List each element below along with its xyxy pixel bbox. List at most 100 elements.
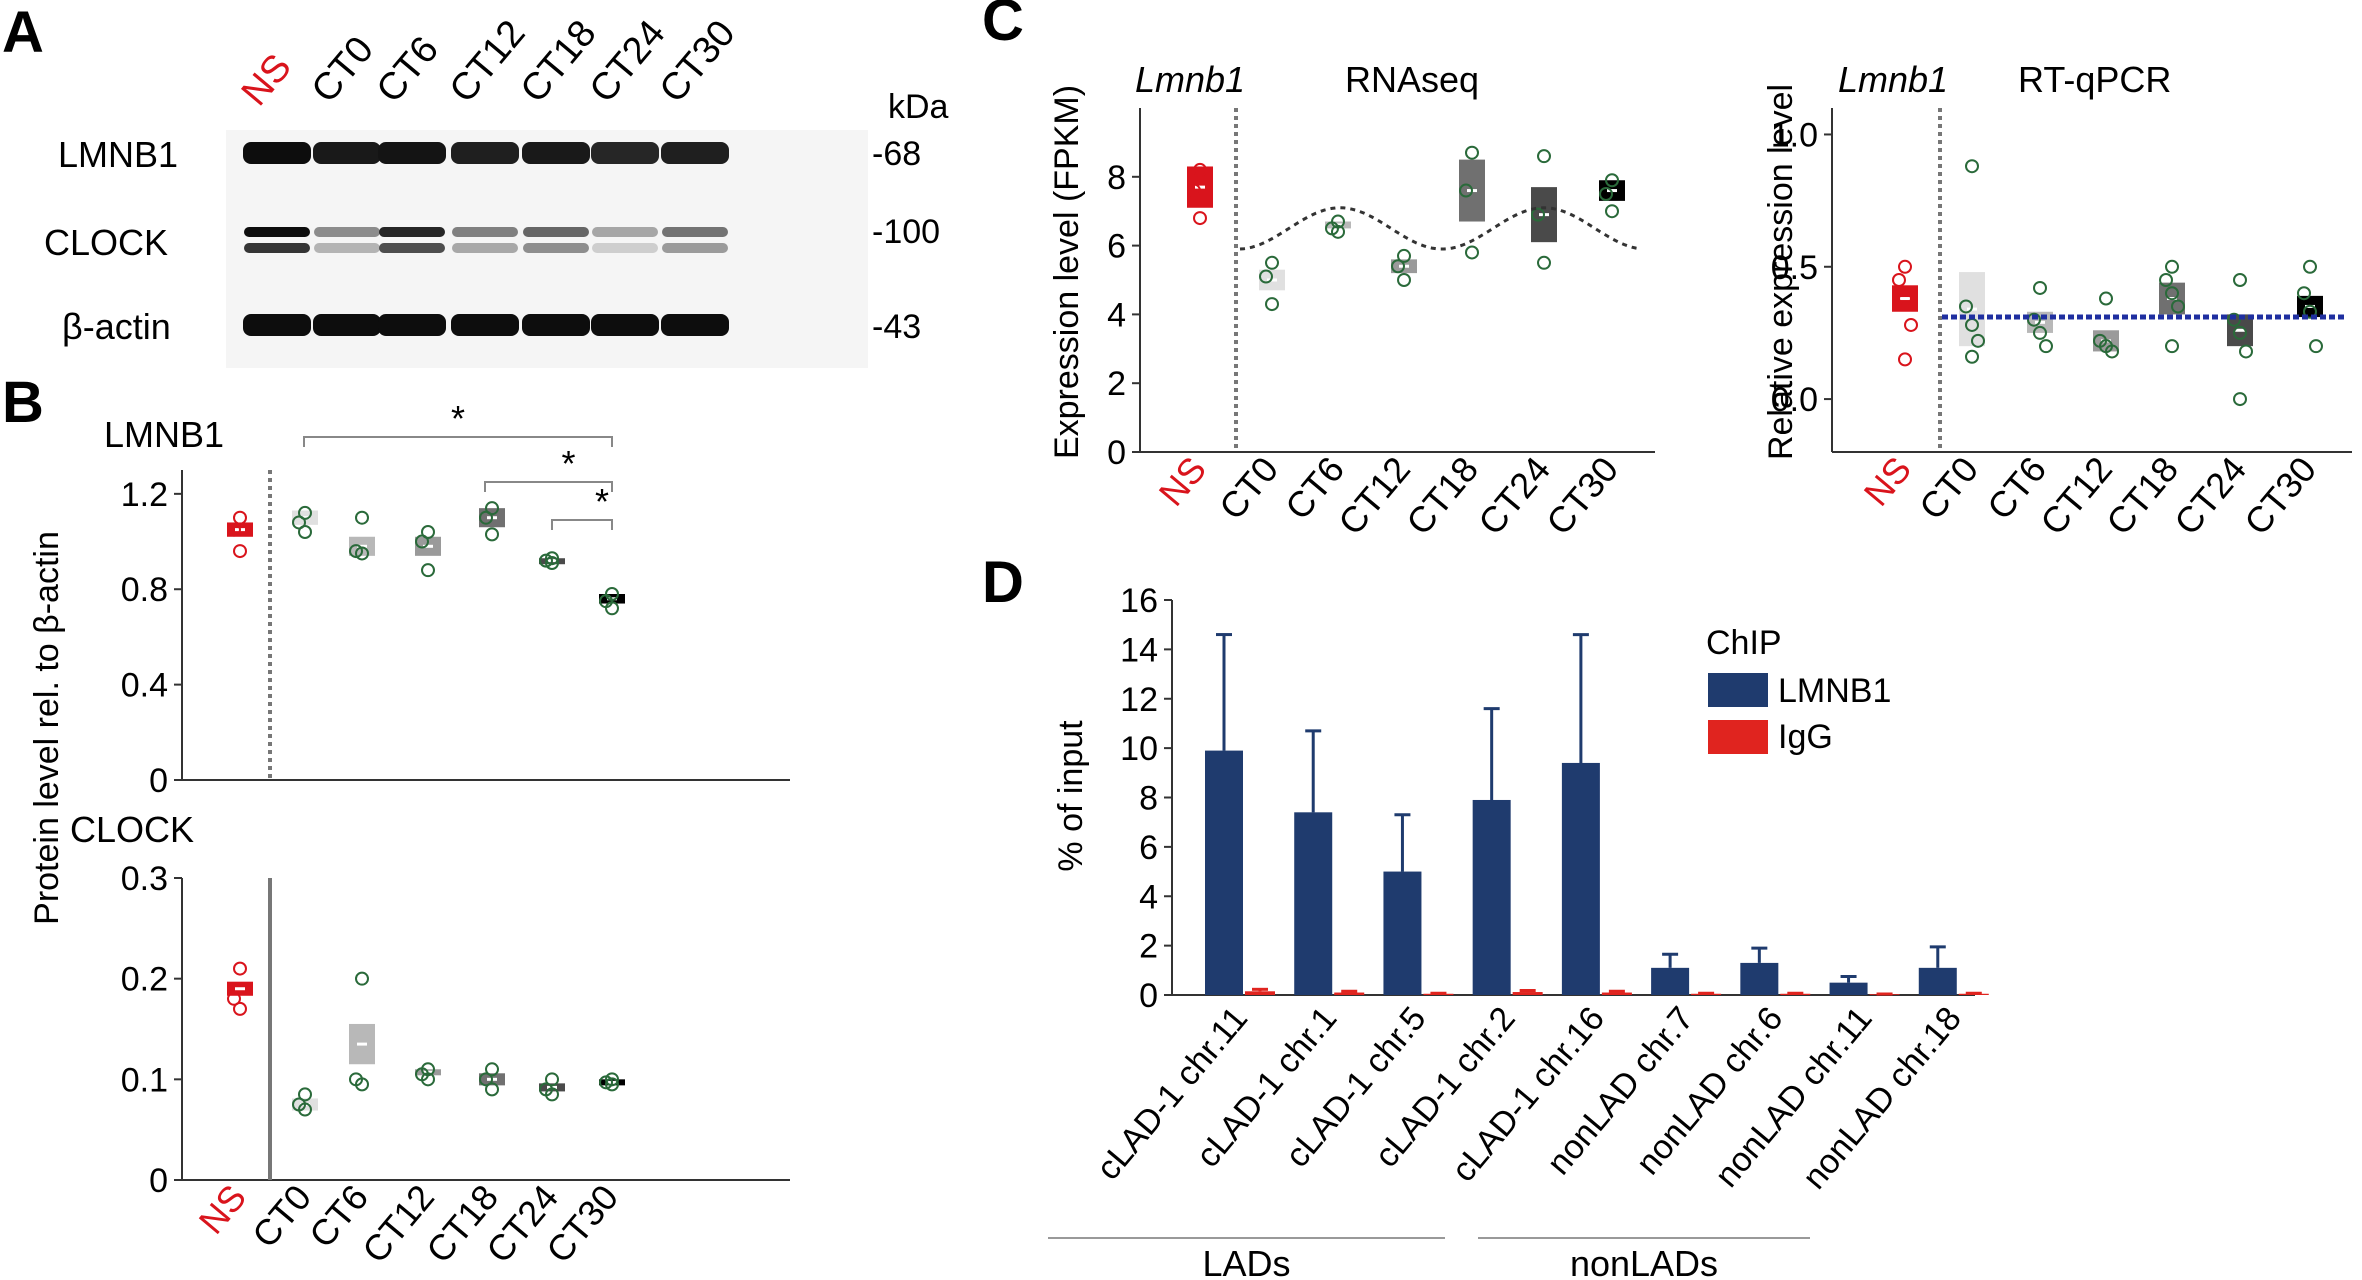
chip-bar-lmnb1-clad-1-chr-1	[1294, 812, 1333, 995]
lane-label-ct0: CT0	[304, 29, 382, 111]
significance-bracket-1	[484, 481, 613, 492]
band-actin-ct0	[313, 314, 381, 336]
chip-bar-lmnb1-clad-1-chr-16	[1561, 762, 1600, 995]
b-bottom-point-ct6-2	[355, 1077, 369, 1092]
c-right-point-ct24-2	[2233, 325, 2247, 340]
c-left-ytick-label-0: 0	[1107, 434, 1126, 472]
chip-bar-igg-clad-1-chr-11	[1245, 991, 1275, 995]
c-right-x-label-ns: NS	[1856, 449, 1920, 514]
chip-bar-lmnb1-clad-1-chr-11	[1205, 750, 1243, 995]
chip-ytick-label-8: 8	[1139, 780, 1158, 818]
band-lmnb1-ns	[243, 142, 311, 164]
b-top-ytick-label-0: 0	[149, 762, 168, 800]
c-left-ytick-label-8: 8	[1107, 159, 1126, 197]
c-right-point-ct12-3	[2105, 344, 2119, 359]
chip-bar-lmnb1-nonlad-chr-6	[1740, 962, 1779, 995]
band-lmnb1-ct30	[661, 142, 729, 164]
c-right-ytick-label-0-0: 0.0	[1771, 381, 1818, 419]
c-left-point-ct30-2	[1605, 204, 1619, 219]
c-right-point-ct0-0	[1965, 159, 1979, 174]
b-top-point-ct24-2	[545, 556, 559, 570]
c-right-x-label-ct12: CT12	[2032, 449, 2120, 543]
c-right-point-ns-4	[1898, 352, 1912, 367]
chip-ytick-label-0: 0	[1139, 977, 1158, 1015]
c-left-point-ns-1	[1187, 183, 1201, 198]
b-top-point-ct12-2	[421, 563, 435, 578]
c-left-point-ct0-1	[1259, 269, 1273, 284]
lmnb1-protein-chart: LMNB1 00.40.81.2NSCT0CT6CT12CT18CT24CT30…	[104, 398, 790, 837]
c-right-point-ct18-3	[2171, 299, 2185, 314]
lane-label-ct24: CT24	[582, 13, 674, 111]
b-top-point-ct24-1	[539, 553, 553, 568]
rnaseq-gene-label: Lmnb1	[1135, 59, 1245, 100]
c-right-point-ct30-0	[2303, 259, 2317, 274]
b-top-point-ns-1	[227, 522, 241, 537]
b-top-point-ct6-1	[349, 544, 363, 559]
legend-swatch-lmnb1	[1708, 673, 1768, 707]
b-bottom-ytick-label-0-1: 0.1	[121, 1061, 168, 1099]
lane-label-ct12: CT12	[442, 13, 534, 111]
b-bottom-point-ct30-1	[599, 1075, 613, 1090]
chip-ytick-label-10: 10	[1120, 730, 1158, 768]
band-clock-upper-ns	[244, 227, 310, 237]
c-left-point-ct24-1	[1531, 207, 1545, 222]
c-left-x-label-ct24: CT24	[1470, 449, 1558, 543]
rtqpcr-gene-label: Lmnb1	[1838, 59, 1948, 100]
c-left-ytick-label-4: 4	[1107, 296, 1126, 334]
b-bottom-x-label-ct0: CT0	[244, 1177, 319, 1255]
blot-row-label-clock: CLOCK	[44, 222, 168, 263]
band-lmnb1-ct6	[378, 142, 446, 164]
chip-ytick-label-16: 16	[1120, 582, 1158, 620]
legend-label-lmnb1: LMNB1	[1778, 672, 1891, 710]
panel-label-c: C	[982, 0, 1024, 53]
b-bottom-point-ct30-2	[605, 1077, 619, 1092]
c-left-x-label-ct30: CT30	[1538, 449, 1626, 543]
c-right-point-ct0-1	[1959, 299, 1973, 314]
c-right-point-ct24-4	[2233, 392, 2247, 407]
c-right-ytick-label-0-5: 0.5	[1771, 249, 1818, 287]
b-top-point-ct0-2	[298, 525, 312, 539]
band-clock-upper-ct6	[379, 227, 445, 237]
c-left-point-ct18-1	[1459, 183, 1473, 198]
b-bottom-point-ns-1	[227, 991, 241, 1006]
c-left-point-ct0-2	[1265, 297, 1279, 312]
chip-bar-igg-clad-1-chr-16	[1601, 992, 1632, 995]
b-top-ytick-label-1-2: 1.2	[121, 476, 168, 514]
chart-title-lmnb1: LMNB1	[104, 414, 224, 455]
band-clock-upper-ct18	[523, 227, 589, 237]
b-bottom-point-ct24-0	[545, 1072, 559, 1087]
b-bottom-x-label-ct12: CT12	[354, 1177, 442, 1271]
c-left-point-ct24-2	[1537, 255, 1551, 270]
chip-bar-lmnb1-clad-1-chr-2	[1472, 799, 1511, 995]
band-clock-lower-ct6	[379, 243, 445, 253]
rnaseq-y-label: Expression level (FPKM)	[1048, 85, 1086, 459]
band-actin-ct24	[591, 314, 659, 336]
b-top-x-label-ct0: CT0	[244, 759, 319, 837]
c-right-point-ct18-0	[2165, 259, 2179, 274]
c-left-point-ct18-0	[1465, 145, 1479, 160]
c-right-point-ct24-3	[2239, 344, 2253, 359]
b-top-point-ct18-1	[479, 510, 493, 525]
chart-title-clock: CLOCK	[70, 809, 194, 850]
b-top-point-ct6-2	[355, 546, 369, 561]
c-left-point-ct6-2	[1331, 224, 1345, 239]
band-clock-lower-ct30	[662, 243, 728, 253]
chip-bar-lmnb1-nonlad-chr-18	[1918, 967, 1957, 995]
c-right-point-ct6-0	[2033, 280, 2047, 295]
band-clock-lower-ct24	[592, 243, 658, 253]
chip-x-label-nonlad-chr-18: nonLAD chr.18	[1795, 1000, 1969, 1197]
c-right-point-ct18-4	[2165, 339, 2179, 354]
b-bottom-point-ct18-1	[479, 1072, 493, 1087]
lane-label-ct6: CT6	[369, 29, 447, 111]
lane-label-ct18: CT18	[513, 13, 605, 111]
band-clock-upper-ct12	[452, 227, 518, 237]
c-left-x-label-ct18: CT18	[1398, 449, 1486, 543]
b-bottom-point-ct12-2	[421, 1072, 435, 1087]
c-right-point-ct0-4	[1965, 349, 1979, 364]
c-right-x-label-ct0: CT0	[1911, 449, 1986, 527]
b-top-point-ct6-0	[355, 510, 369, 525]
c-left-ytick-label-2: 2	[1107, 365, 1126, 403]
b-top-point-ct30-2	[605, 601, 619, 616]
b-bottom-x-label-ns: NS	[191, 1177, 255, 1242]
